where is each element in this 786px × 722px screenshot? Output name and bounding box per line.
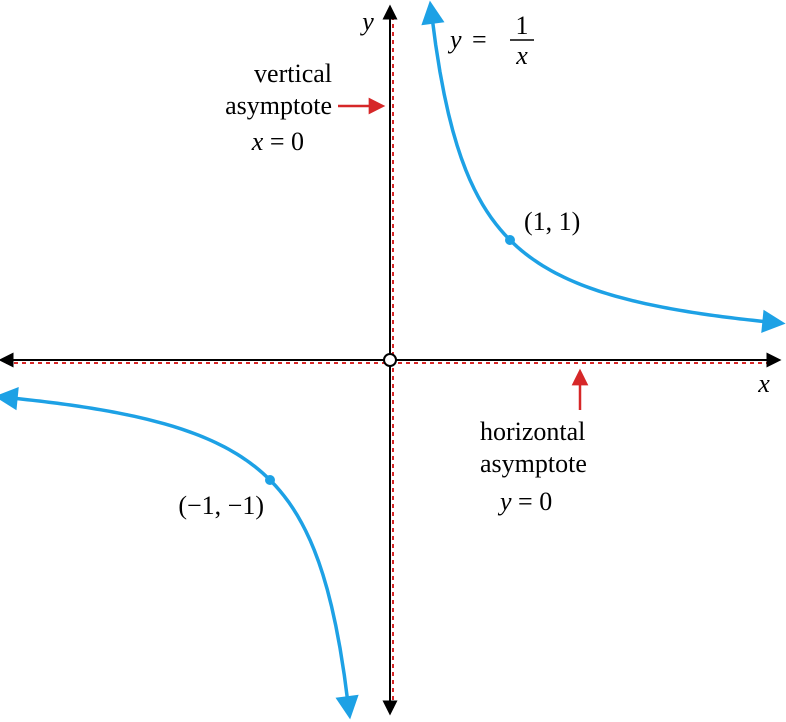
ha-equation: y = 0 xyxy=(497,487,552,516)
x-axis-label: x xyxy=(757,369,770,398)
equation-lhs: y xyxy=(447,25,462,54)
va-equation: x = 0 xyxy=(251,127,304,156)
reciprocal-function-chart: y x y = 1 x vertical asymptote x = 0 hor… xyxy=(0,0,786,722)
equation-numerator: 1 xyxy=(516,11,529,40)
y-axis-label: y xyxy=(359,7,374,36)
point-1-1-label: (1, 1) xyxy=(524,207,580,236)
point-neg1-neg1-label: (−1, −1) xyxy=(178,491,264,520)
vertical-asymptote-label: vertical asymptote x = 0 xyxy=(225,59,332,156)
chart-svg: y x y = 1 x vertical asymptote x = 0 hor… xyxy=(0,0,786,722)
point-neg1-neg1 xyxy=(265,475,275,485)
ha-label-line2: asymptote xyxy=(480,449,587,478)
horizontal-asymptote-label: horizontal asymptote y = 0 xyxy=(480,417,587,516)
reciprocal-curve-positive xyxy=(431,12,774,322)
svg-text:y =: y = xyxy=(447,25,487,54)
function-equation: y = 1 x xyxy=(447,11,534,70)
point-1-1 xyxy=(505,235,515,245)
reciprocal-curve-negative xyxy=(6,398,349,708)
origin-hole xyxy=(384,354,396,366)
va-label-line1: vertical xyxy=(254,59,332,88)
va-label-line2: asymptote xyxy=(225,91,332,120)
equation-denominator: x xyxy=(515,41,528,70)
ha-label-line1: horizontal xyxy=(480,417,585,446)
